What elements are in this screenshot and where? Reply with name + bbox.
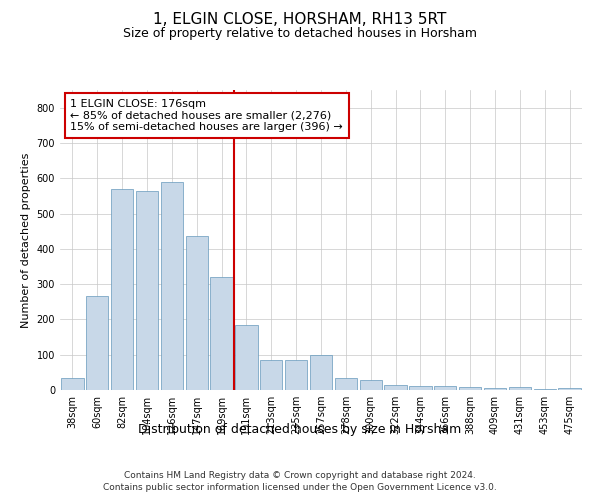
Bar	[409, 386, 431, 390]
Bar	[285, 360, 307, 390]
Text: Contains public sector information licensed under the Open Government Licence v3: Contains public sector information licen…	[103, 484, 497, 492]
Bar	[359, 380, 382, 390]
Bar	[136, 190, 158, 390]
Bar	[211, 277, 233, 390]
Bar	[559, 388, 581, 390]
Bar	[235, 324, 257, 390]
Bar	[185, 236, 208, 390]
Bar	[86, 296, 109, 390]
Bar	[509, 387, 531, 390]
Text: 1 ELGIN CLOSE: 176sqm
← 85% of detached houses are smaller (2,276)
15% of semi-d: 1 ELGIN CLOSE: 176sqm ← 85% of detached …	[70, 99, 343, 132]
Bar	[161, 182, 183, 390]
Text: 1, ELGIN CLOSE, HORSHAM, RH13 5RT: 1, ELGIN CLOSE, HORSHAM, RH13 5RT	[154, 12, 446, 28]
Bar	[310, 354, 332, 390]
Text: Contains HM Land Registry data © Crown copyright and database right 2024.: Contains HM Land Registry data © Crown c…	[124, 471, 476, 480]
Text: Distribution of detached houses by size in Horsham: Distribution of detached houses by size …	[139, 422, 461, 436]
Bar	[385, 384, 407, 390]
Bar	[484, 388, 506, 390]
Bar	[335, 378, 357, 390]
Bar	[260, 360, 283, 390]
Y-axis label: Number of detached properties: Number of detached properties	[21, 152, 31, 328]
Text: Size of property relative to detached houses in Horsham: Size of property relative to detached ho…	[123, 28, 477, 40]
Bar	[459, 387, 481, 390]
Bar	[61, 378, 83, 390]
Bar	[434, 386, 457, 390]
Bar	[111, 189, 133, 390]
